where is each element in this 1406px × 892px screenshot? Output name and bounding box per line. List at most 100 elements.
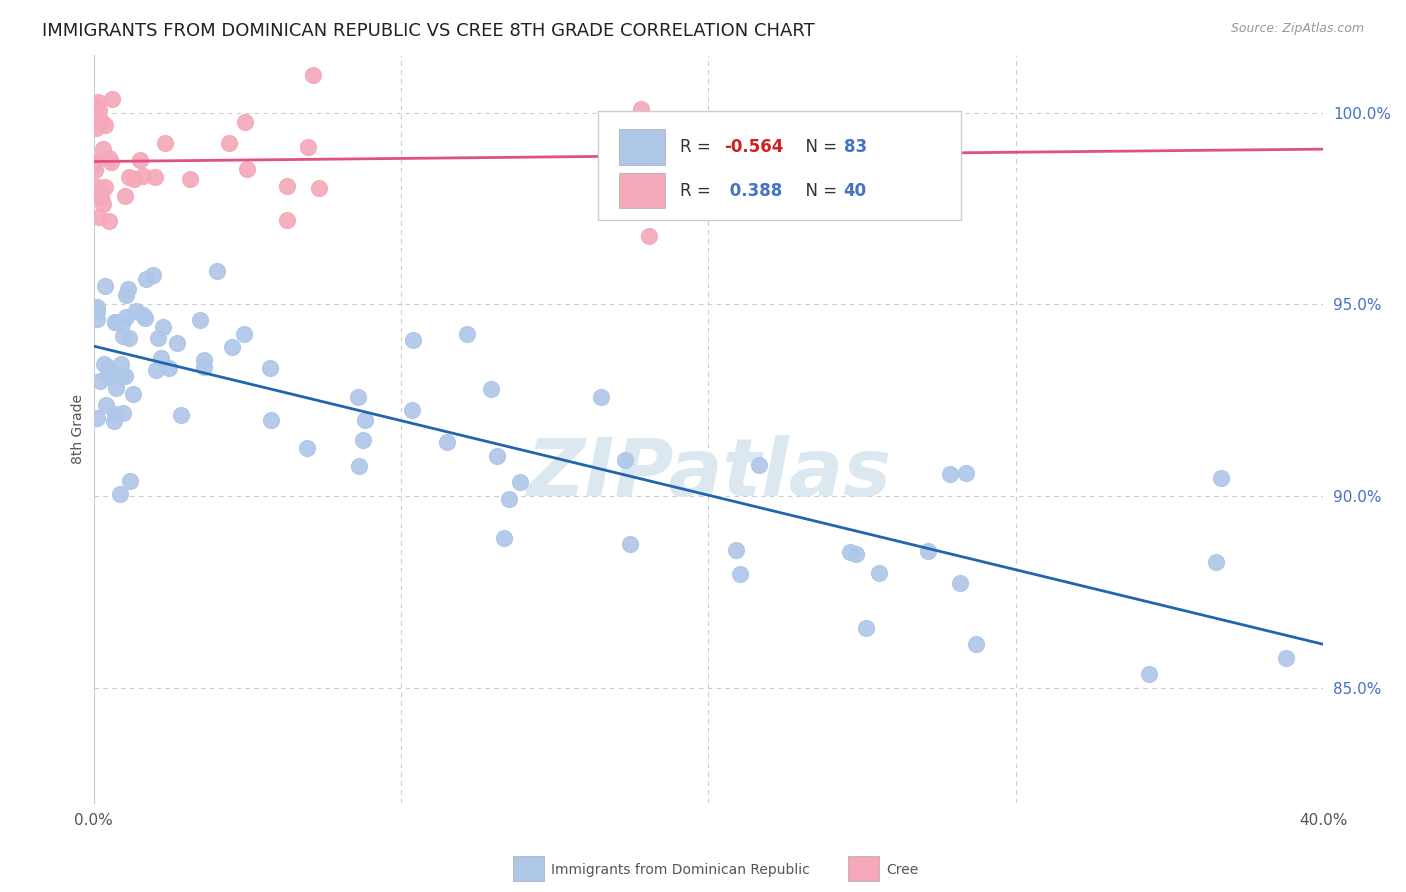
Point (955, 466, 977, 480)
Point (146, 331, 169, 345)
Point (98, 151, 121, 165)
Point (486, 449, 509, 463)
Point (728, 566, 751, 581)
Point (93, 179, 115, 194)
Point (233, 115, 256, 129)
Y-axis label: 8th Grade: 8th Grade (72, 394, 86, 464)
Point (129, 153, 152, 167)
Point (724, 543, 747, 558)
Point (101, 91, 124, 105)
Point (236, 162, 259, 177)
Point (86, 411, 108, 425)
Point (142, 268, 165, 283)
Point (104, 315, 127, 329)
Point (630, 102, 652, 116)
Point (86, 301, 108, 315)
Point (114, 288, 136, 302)
Point (87, 180, 110, 194)
Point (91, 197, 114, 211)
Point (347, 459, 370, 474)
Point (134, 311, 156, 326)
Point (276, 213, 298, 227)
Point (97, 368, 120, 382)
Point (97, 213, 120, 227)
Point (352, 434, 374, 448)
Point (111, 317, 134, 331)
Point (98, 369, 121, 384)
Point (965, 637, 987, 651)
Point (193, 352, 215, 367)
Point (122, 172, 145, 186)
Point (86, 304, 108, 318)
Point (401, 402, 423, 417)
Point (205, 263, 228, 277)
Text: 83: 83 (844, 138, 868, 156)
Point (640, 128, 662, 143)
Point (110, 370, 132, 384)
Point (855, 622, 877, 636)
Point (86, 312, 108, 326)
Point (218, 136, 240, 151)
Point (114, 188, 136, 202)
Point (87, 95, 110, 109)
Point (117, 282, 139, 296)
Point (135, 272, 157, 286)
Point (114, 310, 136, 324)
Point (91, 142, 114, 156)
Point (150, 351, 173, 365)
Point (509, 475, 531, 490)
Point (170, 408, 193, 422)
Text: R =: R = (681, 138, 716, 156)
Point (157, 360, 180, 375)
Point (86, 154, 108, 169)
Text: R =: R = (681, 182, 716, 200)
Point (498, 492, 520, 507)
Point (868, 566, 890, 580)
Text: Immigrants from Dominican Republic: Immigrants from Dominican Republic (551, 863, 810, 877)
Point (84, 155, 107, 169)
Point (479, 382, 502, 396)
Text: ZIPatlas: ZIPatlas (526, 435, 891, 513)
Point (297, 140, 319, 154)
Point (638, 229, 661, 244)
FancyBboxPatch shape (598, 112, 960, 219)
Point (259, 360, 281, 375)
Point (1209, 471, 1232, 485)
Point (153, 136, 176, 150)
Point (108, 487, 131, 501)
Point (492, 531, 515, 545)
Point (179, 171, 201, 186)
Point (120, 474, 142, 488)
Point (295, 441, 318, 455)
Point (104, 407, 127, 421)
Point (93, 357, 115, 371)
Point (402, 334, 425, 348)
Point (302, 68, 325, 82)
Point (347, 390, 370, 404)
Point (84, 163, 107, 178)
Point (1205, 555, 1227, 569)
Point (114, 368, 136, 383)
Point (152, 319, 174, 334)
Point (90, 186, 112, 200)
Point (118, 169, 141, 184)
Point (118, 331, 141, 345)
Point (94, 118, 117, 132)
Point (619, 537, 641, 551)
Point (145, 363, 167, 377)
Text: Source: ZipAtlas.com: Source: ZipAtlas.com (1230, 22, 1364, 36)
Point (89, 374, 111, 388)
Point (94, 398, 117, 412)
Point (193, 360, 215, 375)
Point (456, 326, 478, 341)
Point (276, 178, 298, 193)
Point (90, 190, 112, 204)
Point (93, 278, 115, 293)
Point (436, 434, 458, 449)
Point (1137, 667, 1160, 681)
FancyBboxPatch shape (619, 172, 665, 209)
Text: IMMIGRANTS FROM DOMINICAN REPUBLIC VS CREE 8TH GRADE CORRELATION CHART: IMMIGRANTS FROM DOMINICAN REPUBLIC VS CR… (42, 22, 815, 40)
Text: 40: 40 (844, 182, 868, 200)
FancyBboxPatch shape (619, 129, 665, 165)
Point (104, 381, 127, 395)
